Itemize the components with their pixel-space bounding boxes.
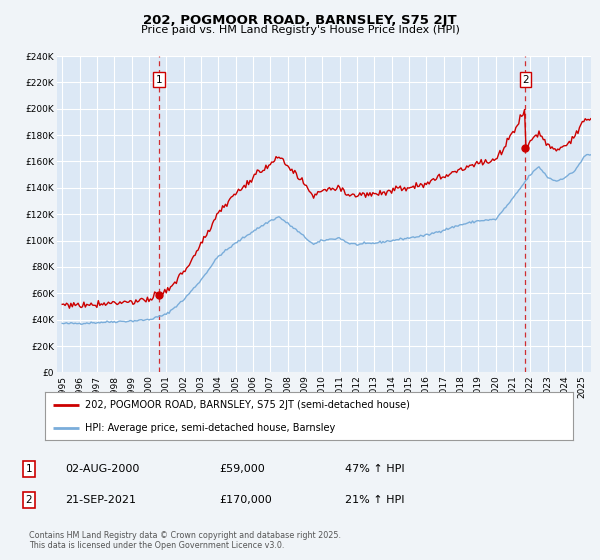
- Text: 2: 2: [522, 74, 529, 85]
- Text: £170,000: £170,000: [219, 495, 272, 505]
- Text: HPI: Average price, semi-detached house, Barnsley: HPI: Average price, semi-detached house,…: [85, 423, 335, 433]
- Text: £59,000: £59,000: [219, 464, 265, 474]
- Text: 21% ↑ HPI: 21% ↑ HPI: [345, 495, 404, 505]
- Text: 2: 2: [25, 495, 32, 505]
- Text: 02-AUG-2000: 02-AUG-2000: [65, 464, 139, 474]
- Text: Contains HM Land Registry data © Crown copyright and database right 2025.
This d: Contains HM Land Registry data © Crown c…: [29, 530, 341, 550]
- Text: 1: 1: [25, 464, 32, 474]
- Text: 1: 1: [155, 74, 162, 85]
- Text: 21-SEP-2021: 21-SEP-2021: [65, 495, 136, 505]
- Text: 47% ↑ HPI: 47% ↑ HPI: [345, 464, 404, 474]
- Text: Price paid vs. HM Land Registry's House Price Index (HPI): Price paid vs. HM Land Registry's House …: [140, 25, 460, 35]
- Text: 202, POGMOOR ROAD, BARNSLEY, S75 2JT (semi-detached house): 202, POGMOOR ROAD, BARNSLEY, S75 2JT (se…: [85, 400, 409, 410]
- Text: 202, POGMOOR ROAD, BARNSLEY, S75 2JT: 202, POGMOOR ROAD, BARNSLEY, S75 2JT: [143, 14, 457, 27]
